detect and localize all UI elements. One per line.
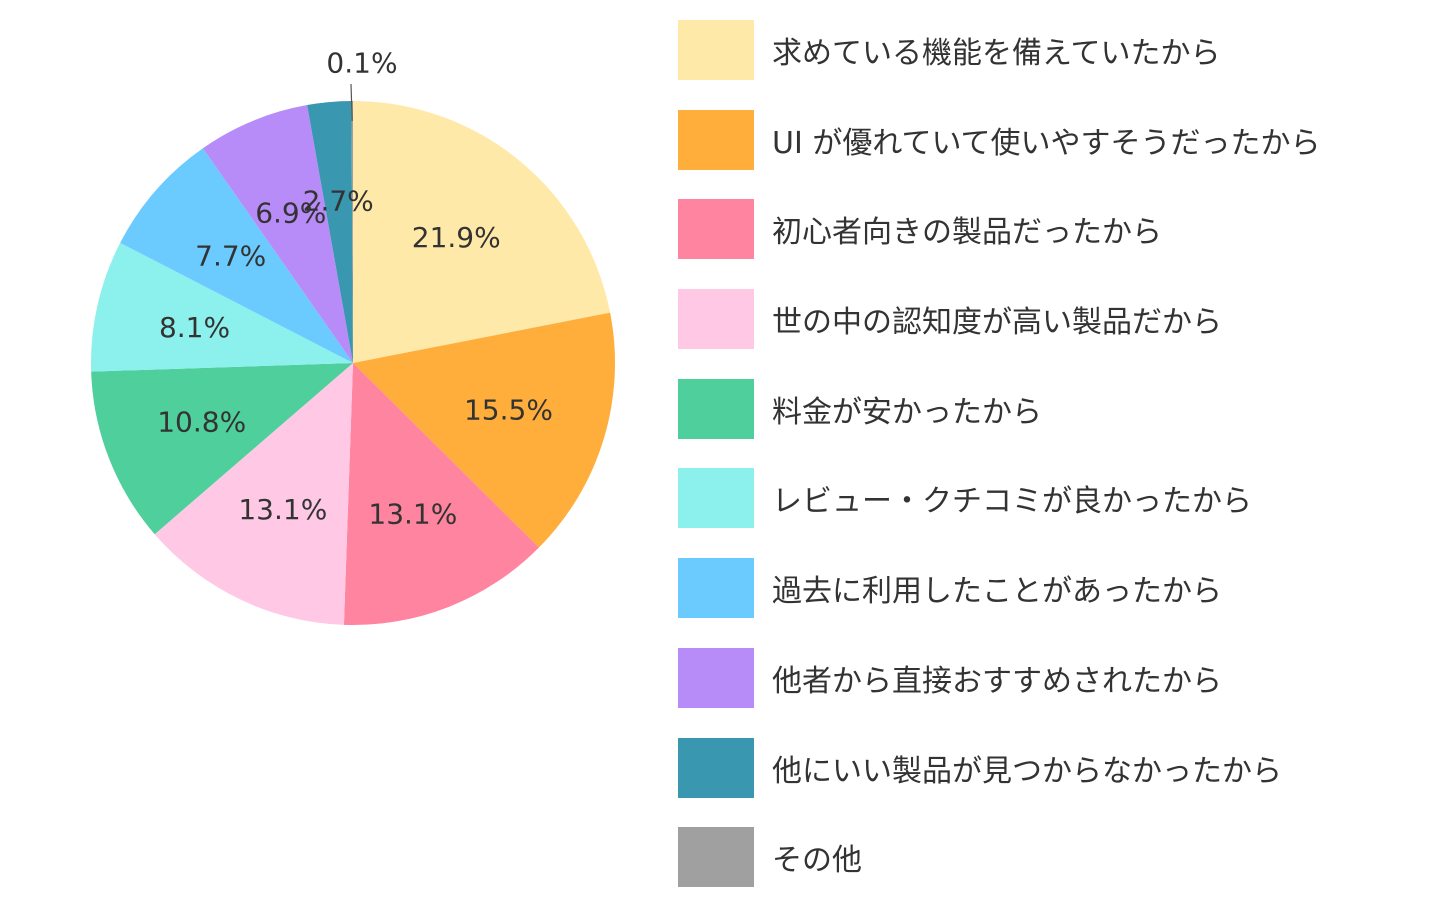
legend-item: レビュー・クチコミが良かったから: [678, 468, 1321, 529]
slice-value-label: 15.5%: [464, 394, 553, 427]
pie-slice: [351, 101, 353, 363]
pie-slice: [353, 101, 611, 363]
slice-value-label: 21.9%: [412, 221, 501, 254]
legend-swatch: [678, 109, 754, 170]
legend-label: 料金が安かったから: [772, 394, 1042, 430]
legend-swatch: [678, 737, 754, 798]
pie-chart: 21.9% 15.5% 13.1% 13.1% 10.8% 8.1% 7.7% 6.9%2.7…: [90, 47, 615, 625]
legend-swatch: [678, 558, 754, 619]
legend-label: レビュー・クチコミが良かったから: [772, 484, 1252, 520]
legend-swatch: [678, 468, 754, 529]
legend-swatch: [678, 378, 754, 439]
legend-item: 求めている機能を備えていたから: [678, 20, 1321, 80]
legend-item: 世の中の認知度が高い製品だから: [678, 289, 1321, 350]
slice-value-label: 7.7%: [195, 240, 266, 273]
legend-label: 初心者向きの製品だったから: [772, 215, 1162, 251]
legend-label: その他: [772, 843, 862, 879]
legend-item: 過去に利用したことがあったから: [678, 558, 1321, 619]
legend-swatch: [678, 199, 754, 260]
legend-item: 初心者向きの製品だったから: [678, 199, 1321, 260]
legend-swatch: [678, 647, 754, 708]
legend-swatch: [678, 289, 754, 350]
legend-label: 他者から直接おすすめされたから: [772, 663, 1222, 699]
pie-slice: [343, 363, 539, 625]
legend-label: 他にいい製品が見つからなかったから: [772, 753, 1282, 789]
pie-slice: [120, 148, 353, 363]
slice-value-label: 0.1%: [326, 47, 397, 80]
slice-value-label: 8.1%: [159, 311, 230, 344]
legend-label: 世の中の認知度が高い製品だから: [772, 305, 1222, 341]
legend: 求めている機能を備えていたから UI が優れていて使いやすそうだったから 初心者向き…: [678, 20, 1321, 917]
pie-slice: [154, 363, 353, 625]
legend-label: 求めている機能を備えていたから: [772, 36, 1221, 71]
legend-swatch: [678, 20, 754, 80]
slice-value-label: 6.9%: [255, 196, 326, 229]
legend-item: 他者から直接おすすめされたから: [678, 647, 1321, 708]
slice-value-label: 2.7%: [303, 185, 374, 218]
slice-value-label: 13.1%: [368, 498, 457, 531]
pie-slice: [91, 363, 353, 535]
pie-slice: [202, 105, 353, 364]
legend-item: UI が優れていて使いやすそうだったから: [678, 109, 1321, 170]
pie-slice: [90, 242, 353, 372]
legend-label: 過去に利用したことがあったから: [772, 574, 1222, 610]
slice-value-label: 13.1%: [238, 493, 327, 526]
leader-line: [350, 83, 353, 122]
pie-slice: [353, 312, 615, 548]
legend-item: 他にいい製品が見つからなかったから: [678, 737, 1321, 798]
legend-item: その他: [678, 827, 1321, 888]
legend-swatch: [678, 827, 754, 888]
slice-value-label: 10.8%: [157, 406, 246, 439]
legend-label: UI が優れていて使いやすそうだったから: [772, 125, 1321, 161]
pie-slice: [307, 101, 353, 363]
legend-item: 料金が安かったから: [678, 378, 1321, 439]
